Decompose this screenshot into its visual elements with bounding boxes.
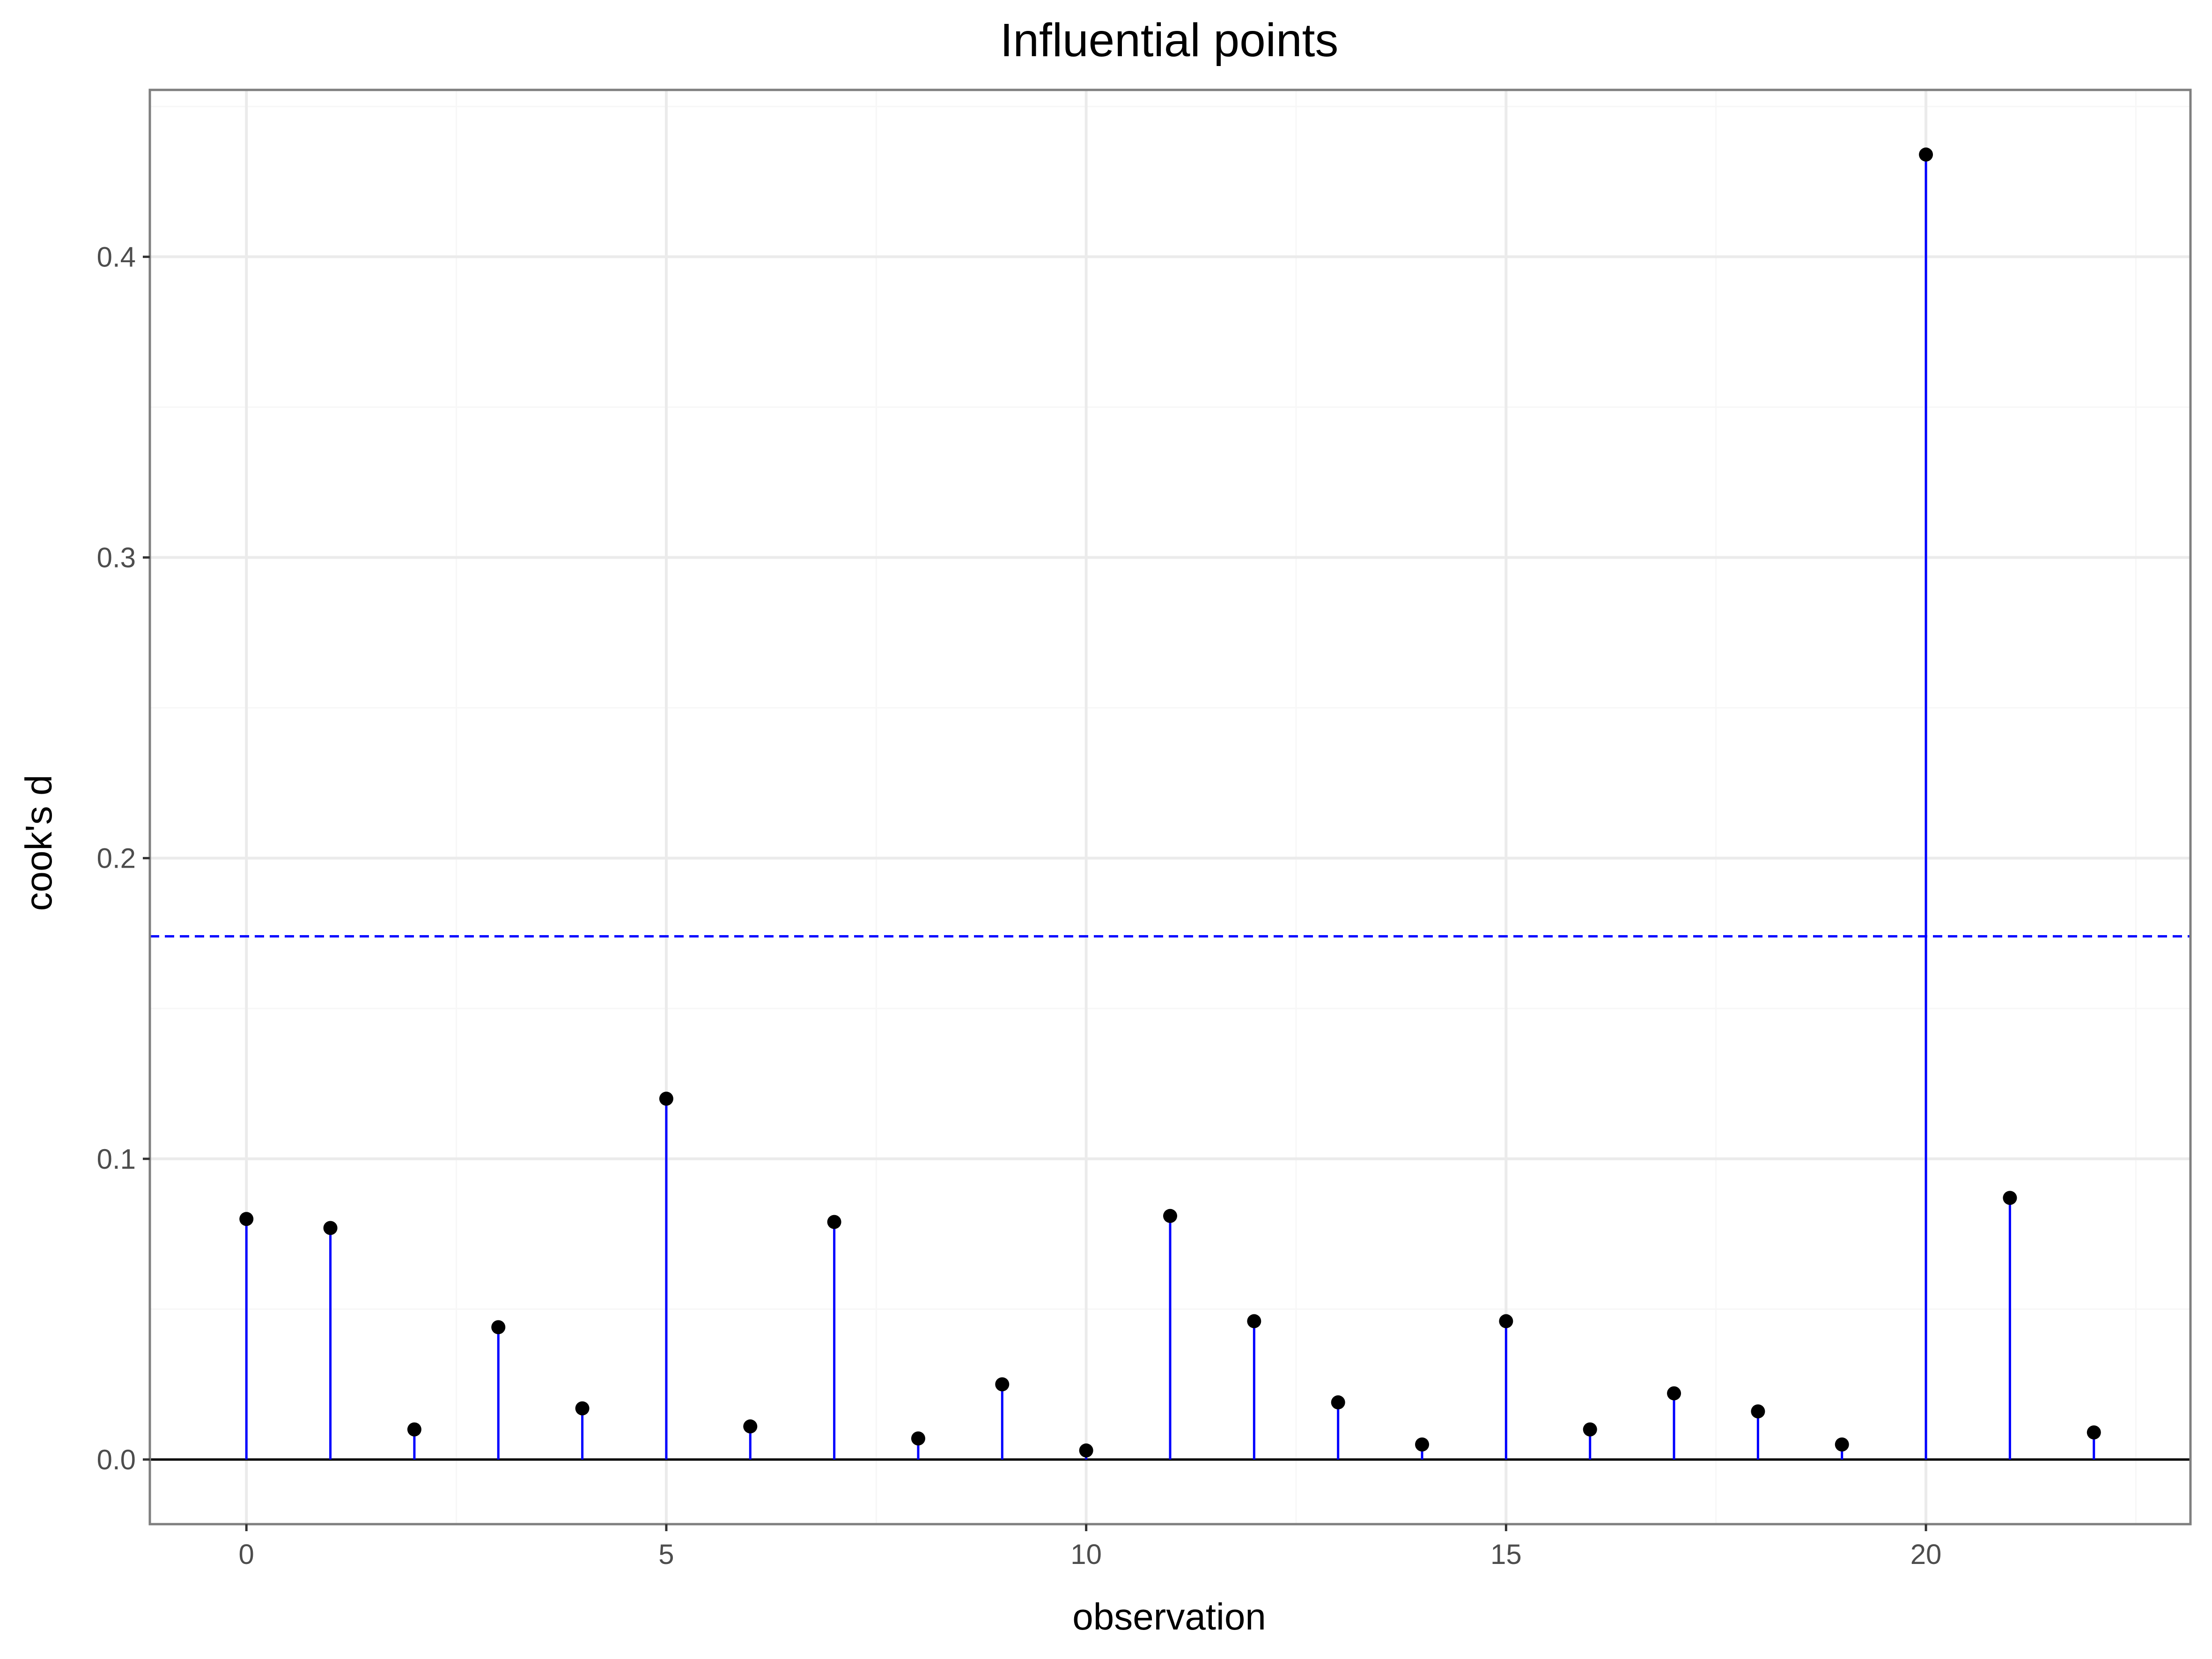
x-tick-label: 5 [658,1539,674,1570]
y-tick-label: 0.0 [97,1444,136,1475]
data-point [1835,1437,1849,1452]
chart-title: Influential points [1000,14,1339,66]
major-gridlines [150,90,2190,1524]
y-tick-label: 0.1 [97,1143,136,1175]
data-point [2003,1191,2017,1205]
data-point [1667,1386,1681,1401]
data-points [239,147,2101,1458]
data-point [1163,1209,1177,1223]
data-point [239,1212,254,1226]
y-tick-label: 0.3 [97,542,136,574]
y-axis-ticks: 0.0 0.1 0.2 0.3 0.4 [97,241,150,1475]
data-point [995,1377,1010,1392]
y-tick-label: 0.2 [97,843,136,874]
data-point [827,1215,841,1229]
data-point [1499,1314,1513,1328]
y-tick-label: 0.4 [97,241,136,273]
data-point [575,1401,590,1416]
data-point [1919,147,1933,162]
data-point [2087,1425,2101,1440]
x-tick-label: 20 [1910,1539,1942,1570]
data-point [1415,1437,1430,1452]
x-tick-label: 10 [1070,1539,1102,1570]
data-point [659,1091,673,1106]
stems [245,155,2095,1460]
data-point [323,1221,338,1235]
x-tick-label: 0 [239,1539,254,1570]
data-point [911,1431,925,1445]
x-axis-title: observation [1072,1596,1266,1637]
data-point [491,1320,506,1335]
data-point [1751,1404,1765,1419]
data-point [1583,1422,1597,1437]
data-point [1079,1443,1093,1458]
data-point [1247,1314,1261,1328]
data-point [407,1422,421,1437]
data-point [1331,1395,1345,1409]
x-axis-ticks: 0 5 10 15 20 [239,1524,1942,1570]
x-tick-label: 15 [1490,1539,1522,1570]
panel-border [148,88,2192,1526]
data-point [743,1419,758,1434]
y-axis-title: cook's d [18,775,59,911]
